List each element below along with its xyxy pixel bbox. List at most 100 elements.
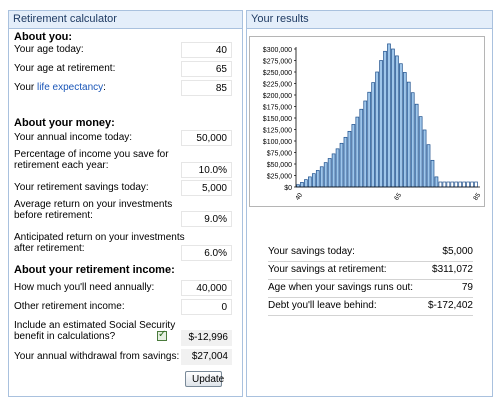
chart-bar xyxy=(323,162,328,188)
chart-bar xyxy=(315,170,320,188)
anticipated-return-label-line2: after retirement: xyxy=(14,243,85,254)
chart-bar xyxy=(363,100,368,188)
y-tick-label: $100,000 xyxy=(263,139,292,146)
anticipated-return-input[interactable] xyxy=(181,245,232,261)
savings-today-label: Your retirement savings today: xyxy=(14,182,149,193)
chart-bar xyxy=(402,72,407,188)
chart-bar xyxy=(359,108,364,188)
anticipated-return-label-line1: Anticipated return on your investments xyxy=(14,232,185,243)
x-tick-label: 40 xyxy=(294,192,304,202)
x-tick-label: 65 xyxy=(393,192,403,202)
result-value: $5,000 xyxy=(442,246,473,257)
social-security-value: $-12,996 xyxy=(181,330,232,346)
chart-bar xyxy=(327,158,332,188)
chart-bar xyxy=(410,92,415,188)
need-annually-input[interactable] xyxy=(181,280,232,296)
y-tick-label: $150,000 xyxy=(263,116,292,123)
chart-bar xyxy=(355,116,360,188)
result-label: Age when your savings runs out: xyxy=(268,282,414,293)
social-security-checkbox[interactable] xyxy=(157,329,167,341)
chart-bar xyxy=(331,153,336,188)
age-today-input[interactable] xyxy=(181,42,232,58)
pct-save-input[interactable] xyxy=(181,162,232,178)
chart-bar xyxy=(462,181,466,188)
result-label: Your savings at retirement: xyxy=(268,264,387,275)
chart-bar xyxy=(387,43,391,188)
y-tick-label: $0 xyxy=(284,185,292,192)
chart-bar xyxy=(319,166,324,188)
chart-bar xyxy=(399,63,403,188)
result-row-age-runs-out: Age when your savings runs out: 79 xyxy=(268,279,473,298)
life-expectancy-suffix: : xyxy=(103,82,106,93)
annual-income-label: Your annual income today: xyxy=(14,132,133,143)
y-tick-label: $250,000 xyxy=(263,70,292,77)
chart-bar xyxy=(347,130,352,188)
chart-bar xyxy=(414,103,419,188)
annual-withdrawal-value: $27,004 xyxy=(181,349,232,365)
y-tick-label: $275,000 xyxy=(263,59,292,66)
y-tick-label: $200,000 xyxy=(263,93,292,100)
other-income-input[interactable] xyxy=(181,299,232,315)
chart-bar xyxy=(351,124,356,188)
chart-bar xyxy=(426,144,431,188)
age-today-label: Your age today: xyxy=(14,44,84,55)
result-value: $-172,402 xyxy=(427,300,473,311)
avg-return-input[interactable] xyxy=(181,211,232,227)
about-money-heading: About your money: xyxy=(14,117,115,129)
y-tick-label: $50,000 xyxy=(267,162,292,169)
avg-return-label-line2: before retirement: xyxy=(14,210,93,221)
results-panel-title: Your results xyxy=(247,11,492,29)
other-income-label: Other retirement income: xyxy=(14,301,125,312)
chart-bar xyxy=(300,182,304,188)
chart-bar xyxy=(438,181,443,188)
chart-bar xyxy=(446,181,451,188)
chart-bar xyxy=(450,181,455,188)
chart-bar xyxy=(391,48,395,188)
age-retirement-label: Your age at retirement: xyxy=(14,63,116,74)
chart-bar xyxy=(430,159,435,188)
annual-income-input[interactable] xyxy=(181,130,232,146)
chart-bar xyxy=(379,60,383,188)
need-annually-label: How much you'll need annually: xyxy=(14,282,155,293)
chart-bar xyxy=(335,148,340,188)
chart-bar xyxy=(442,181,447,188)
y-tick-label: $225,000 xyxy=(263,82,292,89)
result-label: Your savings today: xyxy=(268,246,355,257)
pct-save-label-line2: retirement each year: xyxy=(14,160,109,171)
chart-bar xyxy=(395,55,399,188)
chart-bar xyxy=(434,176,439,188)
result-value: $311,072 xyxy=(432,264,473,275)
chart-bar xyxy=(454,181,459,188)
chart-bar xyxy=(458,181,463,188)
life-expectancy-input[interactable] xyxy=(181,80,232,96)
result-label: Debt you'll leave behind: xyxy=(268,300,377,311)
result-row-savings-at-retirement: Your savings at retirement: $311,072 xyxy=(268,261,473,280)
y-tick-label: $125,000 xyxy=(263,128,292,135)
avg-return-label-line1: Average return on your investments xyxy=(14,199,173,210)
chart-bar xyxy=(474,181,478,188)
savings-chart-frame: $0 $25,000 $50,000 $75,000 $100,000 $125,000 $… xyxy=(249,36,485,207)
update-button[interactable]: Update xyxy=(185,371,224,387)
result-row-debt: Debt you'll leave behind: $-172,402 xyxy=(268,297,473,316)
y-tick-label: $75,000 xyxy=(267,151,292,158)
annual-withdrawal-label: Your annual withdrawal from savings: xyxy=(14,351,180,362)
chart-bar xyxy=(311,173,316,188)
chart-bar xyxy=(375,71,379,188)
result-value: 79 xyxy=(461,282,473,293)
chart-bar xyxy=(470,181,474,188)
savings-today-input[interactable] xyxy=(181,180,232,196)
chart-bar xyxy=(343,136,348,188)
result-row-savings-today: Your savings today: $5,000 xyxy=(268,243,473,262)
chart-bar xyxy=(422,129,427,188)
chart-bar xyxy=(418,116,423,188)
x-tick-label: 85 xyxy=(472,192,482,202)
chart-bar xyxy=(371,82,375,188)
chart-bar xyxy=(367,91,372,188)
chart-bar xyxy=(304,179,308,188)
about-income-heading: About your retirement income: xyxy=(14,264,175,276)
chart-bar xyxy=(406,81,411,188)
chart-bar xyxy=(383,50,387,188)
life-expectancy-link[interactable]: life expectancy xyxy=(36,82,104,93)
age-retirement-input[interactable] xyxy=(181,61,232,77)
life-expectancy-prefix: Your xyxy=(14,82,37,93)
